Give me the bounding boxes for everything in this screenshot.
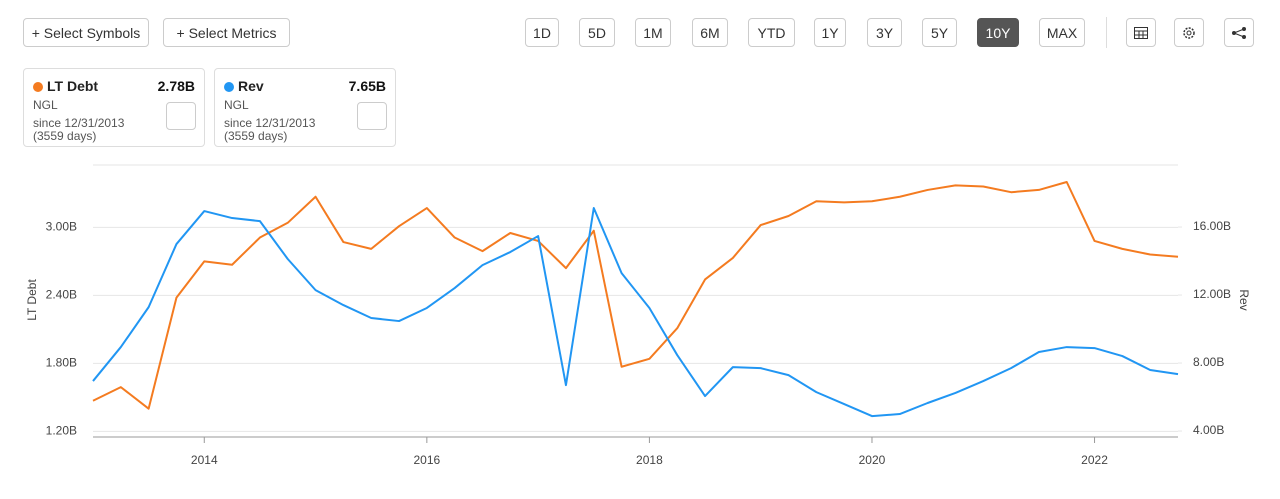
symbol: NGL <box>33 98 58 112</box>
y-tick-label: 3.00B <box>46 220 77 234</box>
share-icon <box>1232 26 1246 39</box>
range-button[interactable]: 5Y <box>922 18 957 47</box>
range-button[interactable]: 1Y <box>814 18 846 47</box>
range-button[interactable]: 1D <box>525 18 559 47</box>
y2-tick-label: 4.00B <box>1193 423 1224 437</box>
days-count: (3559 days) <box>224 129 288 143</box>
y2-tick-label: 8.00B <box>1193 355 1224 369</box>
x-tick-label: 2016 <box>413 453 440 467</box>
symbol: NGL <box>224 98 249 112</box>
table-icon <box>1134 26 1148 39</box>
x-tick-label: 2022 <box>1081 453 1108 467</box>
series-line <box>92 181 1179 410</box>
metric-card: Rev 7.65B NGL since 12/31/2013 (3559 days) <box>214 68 396 147</box>
metric-name-wrap: Rev <box>224 78 264 94</box>
metric-value: 2.78B <box>157 78 195 94</box>
y2-axis-title: Rev <box>1237 289 1251 310</box>
series-line <box>92 207 1179 418</box>
legend-dot <box>33 82 43 92</box>
range-button[interactable]: MAX <box>1039 18 1085 47</box>
metric-value: 7.65B <box>348 78 386 94</box>
range-button[interactable]: 3Y <box>867 18 902 47</box>
y2-tick-label: 16.00B <box>1193 219 1231 233</box>
since-date: since 12/31/2013 <box>224 116 316 130</box>
trend-button[interactable] <box>166 102 196 130</box>
trend-button[interactable] <box>357 102 387 130</box>
table-button[interactable] <box>1126 18 1156 47</box>
x-tick-label: 2014 <box>191 453 218 467</box>
settings-button[interactable] <box>1174 18 1204 47</box>
divider <box>1106 17 1107 48</box>
x-tick-label: 2018 <box>636 453 663 467</box>
metric-name: LT Debt <box>47 78 99 94</box>
y-tick-label: 1.20B <box>46 424 77 438</box>
add-button[interactable]: + Select Symbols <box>23 18 149 47</box>
range-button[interactable]: YTD <box>748 18 795 47</box>
add-button[interactable]: + Select Metrics <box>163 18 290 47</box>
legend-dot <box>224 82 234 92</box>
metric-card: LT Debt 2.78B NGL since 12/31/2013 (3559 day… <box>23 68 205 147</box>
range-button[interactable]: 6M <box>692 18 728 47</box>
y-axis-title: LT Debt <box>25 279 39 321</box>
since-date: since 12/31/2013 <box>33 116 125 130</box>
x-tick-label: 2020 <box>859 453 886 467</box>
y2-tick-label: 12.00B <box>1193 287 1231 301</box>
share-button[interactable] <box>1224 18 1254 47</box>
days-count: (3559 days) <box>33 129 97 143</box>
y-tick-label: 2.40B <box>46 288 77 302</box>
metric-name-wrap: LT Debt <box>33 78 98 94</box>
range-button[interactable]: 1M <box>635 18 671 47</box>
range-button[interactable]: 10Y <box>977 18 1019 47</box>
gear-icon <box>1183 26 1195 39</box>
metric-name: Rev <box>238 78 264 94</box>
range-button[interactable]: 5D <box>579 18 615 47</box>
y-tick-label: 1.80B <box>46 356 77 370</box>
